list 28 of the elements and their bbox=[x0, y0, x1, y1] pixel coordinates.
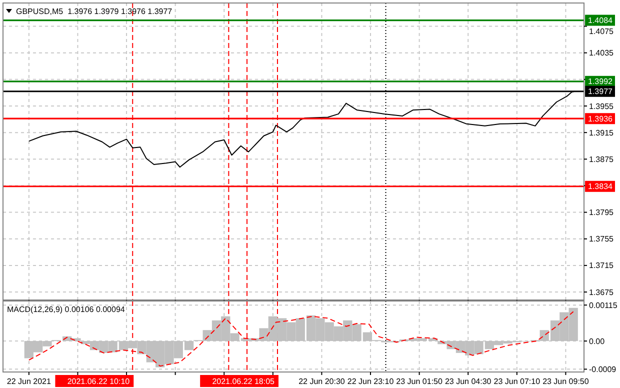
x-tick-label: 23 Jun 04:30 bbox=[444, 377, 492, 386]
y-tick-label: 1.4075 bbox=[589, 27, 614, 36]
y-tick-label: 1.3795 bbox=[589, 208, 614, 218]
x-tick-label: 23 Jun 01:50 bbox=[396, 377, 443, 386]
y-tick-label: 1.4035 bbox=[589, 48, 614, 58]
ref-line-label: 1.3834 bbox=[588, 182, 614, 192]
y-tick-label: 1.3875 bbox=[589, 154, 614, 164]
x-tick-label: 23 Jun 07:10 bbox=[494, 377, 541, 386]
ref-line-label: 1.3992 bbox=[588, 77, 614, 86]
ref-line-label: 1.3936 bbox=[588, 114, 614, 124]
ref-line-label: 2021.06.22 10:10 bbox=[67, 377, 130, 386]
ref-line-label: 1.3977 bbox=[588, 87, 614, 96]
y-tick-label: 1.3675 bbox=[589, 288, 614, 297]
ref-line-label: 1.4084 bbox=[588, 16, 614, 26]
y-tick-label: 1.3955 bbox=[589, 102, 614, 111]
x-tick-label: 22 Jun 23:10 bbox=[347, 377, 394, 386]
y-tick-label: -0.0009 bbox=[589, 364, 617, 374]
text: GBPUSD,M5 1.3976 1.3979 1.3976 1.3977 bbox=[16, 7, 173, 16]
y-tick-label: 1.3755 bbox=[589, 234, 614, 244]
x-tick-label: 23 Jun 09:50 bbox=[542, 377, 590, 386]
y-tick-label: 1.3915 bbox=[589, 128, 614, 138]
y-tick-label: 0.00 bbox=[589, 336, 606, 346]
x-tick-label: 22 Jun 2021 bbox=[6, 377, 52, 386]
x-tick-label: 22 Jun 20:30 bbox=[298, 377, 346, 386]
text: MACD(12,26,9) 0.00106 0.00094 bbox=[7, 305, 126, 314]
ref-line-label: 2021.06.22 18:05 bbox=[212, 377, 276, 386]
y-tick-label: 1.3715 bbox=[589, 261, 614, 270]
y-tick-label: 0.00115 bbox=[589, 300, 618, 310]
